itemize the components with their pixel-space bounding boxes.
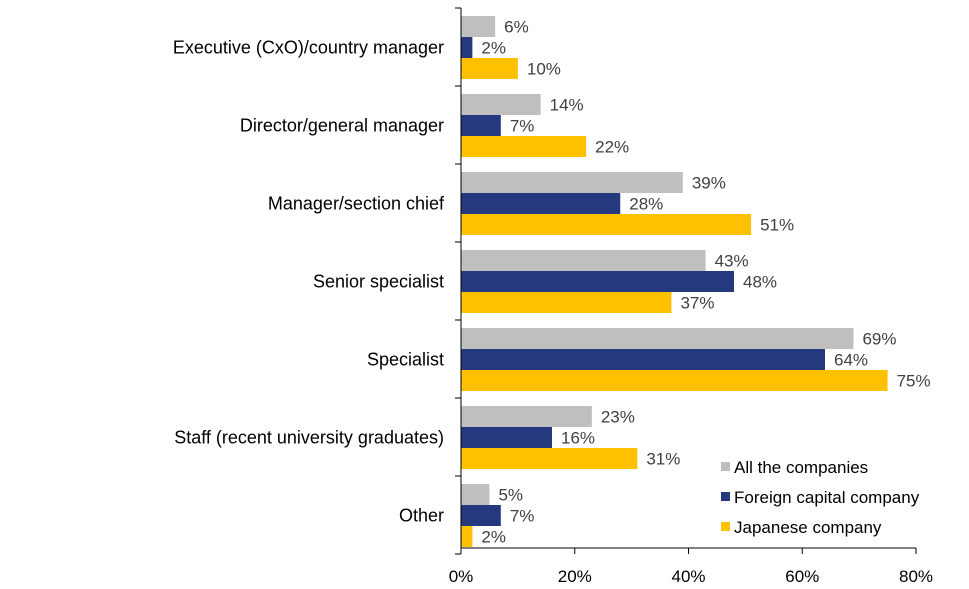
legend-swatch (721, 522, 730, 531)
data-label: 16% (561, 429, 595, 448)
bar (461, 136, 587, 157)
data-label: 7% (510, 117, 535, 136)
x-tick-label: 20% (558, 567, 592, 586)
data-label: 69% (862, 330, 896, 349)
bar (461, 193, 621, 214)
category-label: Director/general manager (240, 116, 444, 136)
category-label: Specialist (367, 350, 444, 370)
data-label: 7% (510, 507, 535, 526)
data-label: 75% (897, 372, 931, 391)
data-label: 10% (527, 60, 561, 79)
legend-swatch (721, 492, 730, 501)
bar (461, 37, 473, 58)
data-label: 22% (595, 138, 629, 157)
x-tick-label: 40% (671, 567, 705, 586)
category-label: Executive (CxO)/country manager (173, 38, 444, 58)
bar (461, 406, 592, 427)
bar (461, 328, 854, 349)
category-label: Manager/section chief (268, 194, 445, 214)
data-label: 2% (481, 39, 506, 58)
bar (461, 448, 638, 469)
data-label: 43% (715, 252, 749, 271)
data-label: 51% (760, 216, 794, 235)
category-label: Staff (recent university graduates) (174, 428, 444, 448)
bar (461, 349, 825, 370)
bar (461, 94, 541, 115)
legend-label: Foreign capital company (734, 488, 920, 507)
bar (461, 172, 683, 193)
data-label: 39% (692, 174, 726, 193)
x-tick-label: 60% (785, 567, 819, 586)
data-label: 14% (550, 96, 584, 115)
data-label: 28% (629, 195, 663, 214)
x-tick-label: 80% (899, 567, 933, 586)
data-label: 6% (504, 18, 529, 37)
legend-label: All the companies (734, 458, 868, 477)
bar (461, 16, 496, 37)
bar (461, 292, 672, 313)
bar (461, 214, 752, 235)
category-label: Senior specialist (313, 272, 444, 292)
data-label: 48% (743, 273, 777, 292)
bar (461, 505, 501, 526)
data-label: 2% (481, 528, 506, 547)
bar (461, 427, 552, 448)
bar (461, 370, 888, 391)
bar (461, 58, 518, 79)
bar (461, 250, 706, 271)
data-label: 37% (680, 294, 714, 313)
legend-swatch (721, 462, 730, 471)
legend-label: Japanese company (734, 518, 882, 537)
data-label: 5% (498, 486, 523, 505)
x-tick-label: 0% (449, 567, 474, 586)
category-label: Other (399, 506, 444, 526)
bar (461, 271, 734, 292)
bar (461, 484, 490, 505)
bar (461, 115, 501, 136)
data-label: 23% (601, 408, 635, 427)
data-label: 31% (646, 450, 680, 469)
data-label: 64% (834, 351, 868, 370)
bar (461, 526, 473, 547)
